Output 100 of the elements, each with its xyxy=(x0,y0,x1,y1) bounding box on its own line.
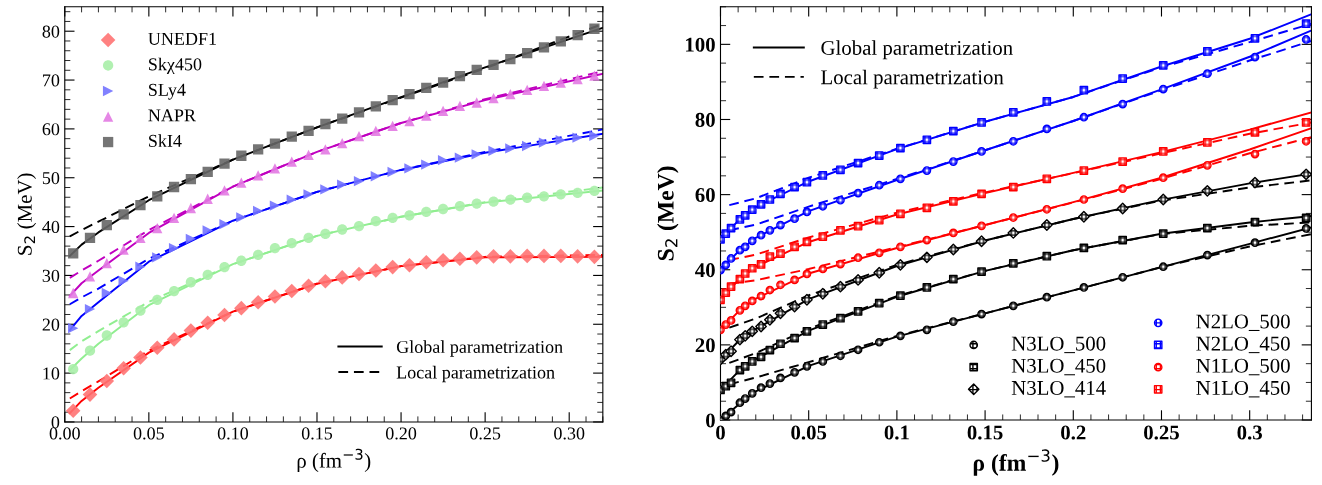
point xyxy=(219,185,230,196)
point xyxy=(202,166,213,178)
point xyxy=(486,249,501,264)
point xyxy=(149,340,165,355)
point xyxy=(589,185,600,197)
point xyxy=(421,82,432,94)
legend-label: Global parametrization xyxy=(821,40,1013,60)
point xyxy=(84,271,96,282)
x-tick-label: 0.05 xyxy=(133,427,164,440)
point xyxy=(68,248,79,259)
point xyxy=(488,92,499,104)
point xyxy=(471,198,482,209)
point xyxy=(454,100,466,112)
point xyxy=(185,277,197,288)
point xyxy=(387,166,398,178)
point xyxy=(320,144,331,155)
point xyxy=(118,244,129,255)
point xyxy=(320,118,331,130)
point xyxy=(522,48,533,59)
x-tick-label: 0.25 xyxy=(1144,425,1179,440)
point xyxy=(421,159,432,170)
point xyxy=(118,317,129,328)
point xyxy=(320,228,331,240)
point xyxy=(385,259,400,275)
point xyxy=(286,156,297,167)
point xyxy=(185,174,197,185)
point xyxy=(185,202,197,214)
point xyxy=(469,250,485,265)
point xyxy=(370,125,381,136)
point xyxy=(404,163,415,174)
legend-label: N1LO_450 xyxy=(1196,380,1290,398)
point xyxy=(587,249,602,265)
x-axis-title: ρ (fm$^{−3}$) xyxy=(973,449,1059,476)
point xyxy=(538,191,550,202)
point xyxy=(301,278,316,293)
point xyxy=(471,64,482,75)
point xyxy=(219,261,230,273)
legend-label: N1LO_500 xyxy=(1196,358,1290,376)
point xyxy=(303,149,314,160)
point xyxy=(303,232,314,243)
point xyxy=(488,59,499,71)
point xyxy=(152,294,163,305)
point xyxy=(183,323,199,338)
point xyxy=(68,287,79,299)
point xyxy=(404,210,415,221)
point xyxy=(572,187,583,199)
point xyxy=(250,295,266,310)
point xyxy=(421,110,432,121)
y-tick-label: 80 xyxy=(42,25,60,38)
y-tick-label: 40 xyxy=(42,220,60,234)
point xyxy=(135,261,146,272)
point xyxy=(202,193,213,204)
point xyxy=(353,107,365,118)
legend-label: Global parametrization xyxy=(396,340,563,357)
point xyxy=(252,170,264,181)
y-tick-label: 100 xyxy=(686,37,715,52)
point xyxy=(572,132,583,143)
legend-label: Local parametrization xyxy=(821,69,1004,89)
point xyxy=(570,249,585,264)
point xyxy=(185,233,197,244)
x-tick-label: 0.1 xyxy=(884,425,909,440)
point xyxy=(236,177,247,188)
point xyxy=(99,373,115,389)
y-tick-label: 0 xyxy=(51,416,60,429)
point xyxy=(404,89,415,100)
point xyxy=(337,224,348,235)
point xyxy=(437,155,449,166)
point xyxy=(101,258,112,269)
point xyxy=(168,181,180,193)
y-tick-label: 20 xyxy=(695,338,715,353)
legend-label: N3LO_414 xyxy=(1011,380,1106,398)
point xyxy=(269,242,281,254)
point xyxy=(589,70,600,81)
point xyxy=(437,105,449,116)
point xyxy=(370,171,381,182)
point xyxy=(488,145,499,157)
point xyxy=(503,249,518,264)
y-tick-label: 70 xyxy=(43,74,60,87)
x-tick-label: 0.25 xyxy=(470,427,501,440)
point xyxy=(68,364,79,375)
point xyxy=(217,307,232,323)
point xyxy=(505,89,516,100)
point xyxy=(522,84,533,95)
point xyxy=(101,330,112,341)
point xyxy=(505,194,516,205)
point xyxy=(234,300,249,316)
point xyxy=(84,303,96,315)
point xyxy=(303,125,314,136)
point xyxy=(135,305,146,316)
point xyxy=(84,345,96,356)
point xyxy=(454,152,466,163)
point xyxy=(452,251,468,267)
point xyxy=(200,315,215,331)
legend-label: Local parametrization xyxy=(396,365,555,383)
point xyxy=(454,200,466,212)
point xyxy=(269,138,281,149)
point xyxy=(522,140,533,152)
point xyxy=(269,200,281,211)
point xyxy=(118,209,129,220)
point xyxy=(589,130,600,141)
